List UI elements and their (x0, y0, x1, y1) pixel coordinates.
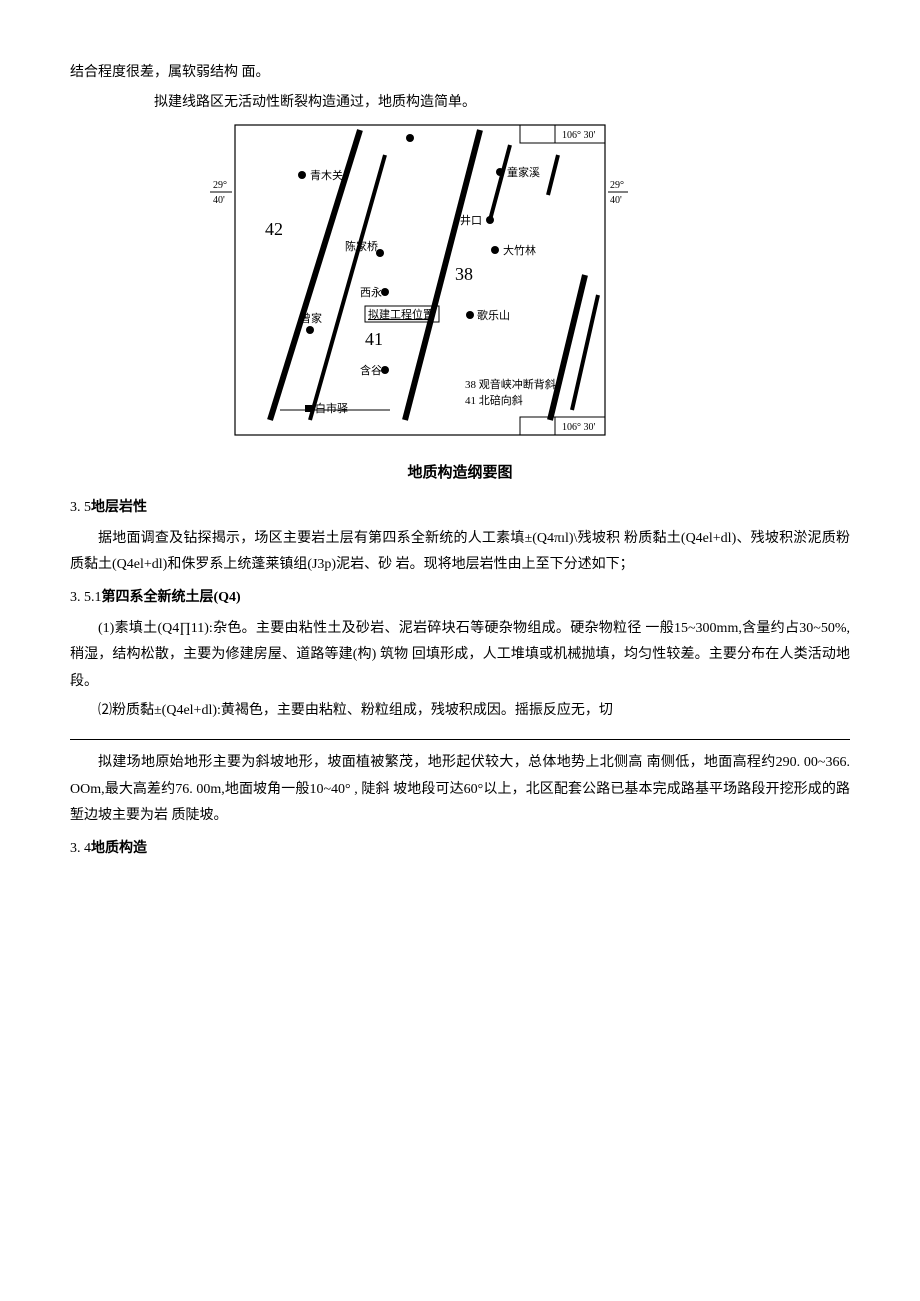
paragraph-top-1: 结合程度很差，属软弱结构 面。 (70, 60, 850, 87)
label-jingkou: 井口 (460, 213, 482, 227)
label-42: 42 (265, 219, 283, 239)
heading-3-5-1-num: 3. 5.1 (70, 590, 102, 605)
fault-line-4 (490, 145, 510, 220)
label-41: 41 (365, 329, 383, 349)
geological-map-svg: 106° 30' 106° 30' 29° 40' 29° 40' 42 38 … (210, 120, 630, 440)
dot-dazhulin (491, 246, 499, 254)
label-xiyong: 西永 (360, 285, 382, 299)
fault-line-7 (548, 155, 558, 195)
note-38: 38 观音峡冲断背斜 (465, 377, 556, 391)
label-projpos: 拟建工程位置 (368, 307, 434, 321)
heading-3-4-num: 3. 4 (70, 841, 91, 856)
dot-qingmuguan (298, 171, 306, 179)
figure-wrap: 106° 30' 106° 30' 29° 40' 29° 40' 42 38 … (70, 120, 850, 487)
coord-tr-text: 106° 30' (562, 130, 595, 141)
coord-br-text: 106° 30' (562, 422, 595, 433)
heading-3-5-bold: 地层岩性 (91, 500, 147, 515)
figure-caption: 地质构造纲要图 (70, 459, 850, 488)
paragraph-top-2: 拟建线路区无活动性断裂构造通过，地质构造简单。 (70, 90, 850, 117)
heading-3-5-1: 3. 5.1第四系全新统土层(Q4) (70, 585, 850, 612)
heading-3-5-1-bold: 第四系全新统土层(Q4) (102, 590, 241, 605)
dot-geleshan (466, 311, 474, 319)
label-hangu: 含谷 (360, 363, 382, 377)
lat-left-num: 29° (213, 180, 227, 191)
label-baishiyi: 白市驿 (315, 401, 348, 415)
dot-hangu (381, 366, 389, 374)
label-qingmuguan: 青木关 (310, 168, 343, 182)
sq-baishiyi (305, 405, 312, 412)
dot-tongjiaxi (496, 168, 504, 176)
heading-3-4: 3. 4地质构造 (70, 836, 850, 863)
label-tongjiaxi: 童家溪 (507, 165, 540, 179)
label-chenjiaqiao: 陈家桥 (345, 239, 378, 253)
sec351-p2: ⑵粉质黏±(Q4el+dl):黄褐色，主要由粘粒、粉粒组成，残坡积成因。摇振反应… (70, 698, 850, 725)
lat-right-den: 40' (610, 195, 622, 206)
label-dazhulin: 大竹林 (503, 243, 536, 257)
lat-left-den: 40' (213, 195, 225, 206)
fault-line-5 (550, 275, 585, 420)
dot-jingkou (486, 216, 494, 224)
sec351-p1: (1)素填土(Q4∏11):杂色。主要由粘性土及砂岩、泥岩碎块石等硬杂物组成。硬… (70, 616, 850, 696)
note-41: 41 北碚向斜 (465, 393, 523, 407)
dot-xiyong (381, 288, 389, 296)
heading-3-5: 3. 5地层岩性 (70, 495, 850, 522)
label-geleshan: 歌乐山 (477, 308, 510, 322)
label-zengjia: 曾家 (300, 311, 322, 325)
separator-line (70, 739, 850, 740)
label-38: 38 (455, 264, 473, 284)
heading-3-4-bold: 地质构造 (91, 841, 147, 856)
below-hr-p1: 拟建场地原始地形主要为斜坡地形，坡面植被繁茂，地形起伏较大，总体地势上北侧高 南… (70, 750, 850, 830)
dot-top (406, 134, 414, 142)
lat-right-num: 29° (610, 180, 624, 191)
dot-zengjia (306, 326, 314, 334)
heading-3-5-num: 3. 5 (70, 500, 91, 515)
sec35-p1: 据地面调查及钻探揭示，场区主要岩土层有第四系全新统的人工素填±(Q4πıl)\残… (70, 526, 850, 579)
